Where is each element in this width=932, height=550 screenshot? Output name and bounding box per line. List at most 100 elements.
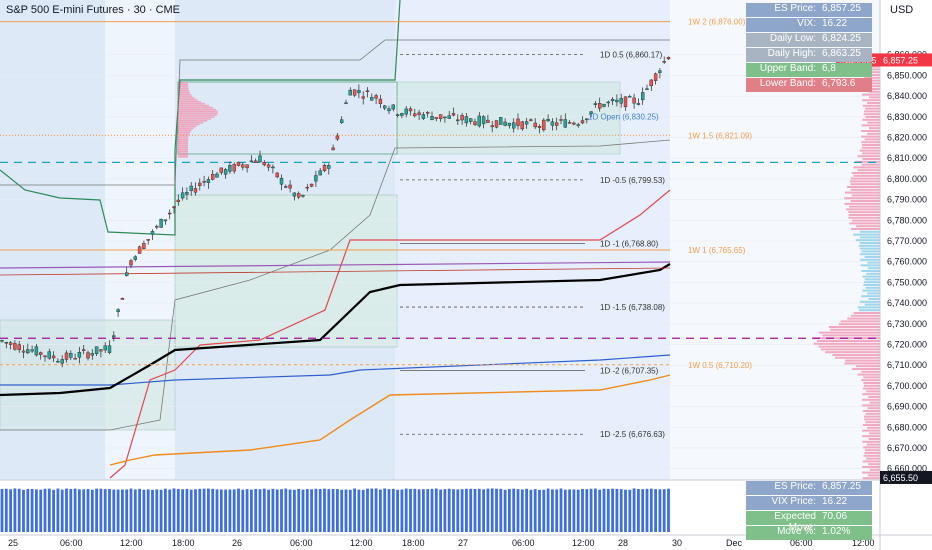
indicator-line (0, 261, 671, 269)
candle-body (460, 115, 464, 121)
volume-bar (383, 488, 387, 532)
indicator-line (0, 0, 401, 236)
volume-bar (181, 489, 184, 532)
volume-bar (396, 489, 399, 532)
volume-bar (525, 488, 528, 532)
profile-bar (862, 477, 880, 480)
profile-bar (822, 334, 880, 337)
volume-bar (90, 489, 94, 532)
volume-bar (542, 489, 546, 532)
candle-body (400, 113, 404, 116)
profile-bar (869, 401, 880, 404)
candle-body (258, 155, 262, 163)
panel-label: Expected Move: (774, 511, 816, 533)
volume-bar (503, 489, 507, 532)
session-profile-bar (178, 142, 189, 145)
candle-body (86, 352, 90, 359)
volume-bar (185, 488, 189, 532)
time-tick-0: 25 (8, 538, 18, 548)
candle-body (477, 115, 481, 127)
volume-bar (615, 488, 619, 532)
profile-bar (862, 275, 880, 278)
candle-body (619, 98, 623, 104)
profile-bar (859, 300, 880, 303)
chart-title: S&P 500 E-mini Futures · 30 · CME (6, 4, 181, 16)
candle-body (206, 179, 211, 183)
profile-bar (861, 270, 880, 272)
time-tick-11: 28 (618, 538, 628, 548)
profile-bar (832, 354, 880, 356)
volume-bar (667, 488, 670, 532)
candle-body (348, 89, 352, 96)
candle-body (275, 172, 279, 178)
price-badge-1 (880, 53, 932, 67)
volume-bar (78, 489, 81, 532)
candle-body (94, 346, 99, 355)
info-panel: ES Price: 6,857.25 VIX: 16.22 Daily Low: 6,82… (746, 3, 872, 93)
session-profile-bar (178, 152, 189, 154)
volume-bar (370, 488, 374, 532)
profile-bar (861, 135, 880, 138)
volume-bar (258, 489, 262, 532)
volume-bar (17, 488, 21, 532)
volume-bar (632, 488, 636, 532)
indicator-line (0, 267, 671, 276)
candle-body (103, 345, 107, 351)
profile-bar (850, 183, 880, 186)
volume-bar (73, 488, 77, 532)
profile-bar (861, 398, 880, 401)
session-profile-bar (178, 93, 191, 95)
volume-bar (327, 489, 331, 532)
volume-bar (293, 489, 296, 532)
volume-bar (202, 488, 206, 532)
session-profile-bar (178, 123, 200, 126)
candle-body (529, 119, 533, 121)
volume-bar (318, 489, 322, 532)
session-profile-bar (178, 131, 191, 133)
profile-bar (851, 172, 880, 174)
profile-bar (864, 256, 880, 258)
session-profile-bar (178, 87, 189, 90)
info-panel-row-0: ES Price: 6,857.25 (746, 3, 872, 17)
volume-bar (658, 489, 662, 532)
candle-body (314, 175, 318, 182)
expected-move-panel: ES Price: 6,857.25 VIX Price: 16.22 Expected… (746, 481, 872, 541)
candle-body (253, 160, 258, 163)
candle-body (585, 118, 589, 121)
candle-body (56, 360, 60, 363)
session-profile-bar (178, 91, 190, 94)
volume-bar (516, 489, 520, 532)
time-tick-2: 12:00 (120, 538, 143, 548)
volume-bar (151, 489, 154, 532)
candle-body (241, 164, 245, 168)
profile-bar (862, 440, 880, 443)
profile-bar (861, 146, 880, 149)
profile-bar (857, 373, 880, 376)
session-profile-bar (178, 104, 209, 107)
volume-bar (26, 488, 30, 532)
profile-bar (862, 410, 880, 412)
price-tick-9: 6,750.000 (887, 277, 927, 287)
volume-bar (662, 489, 666, 532)
profile-bar (861, 130, 880, 132)
volume-bar (288, 489, 292, 532)
candle-body (249, 160, 254, 163)
candle-body (589, 111, 593, 114)
volume-bar (172, 488, 176, 532)
level-label-5: 1D -1 (6,768.80) (600, 239, 659, 248)
profile-bar (863, 284, 880, 286)
candle-body (284, 186, 288, 188)
volume-bar (353, 488, 356, 532)
profile-bar (867, 261, 880, 264)
volume-bar (602, 488, 606, 532)
volume-bar (538, 489, 541, 532)
profile-bar (864, 278, 880, 281)
candle-body (60, 359, 64, 364)
candle-body (512, 122, 516, 129)
time-tick-1: 06:00 (60, 538, 83, 548)
price-tick-18: 6,840.000 (887, 91, 927, 101)
candle-body (563, 119, 567, 128)
price-tick-8: 6,740.000 (887, 298, 927, 308)
panel-value: 70.06 (822, 511, 848, 522)
session-profile-bar (178, 102, 205, 105)
